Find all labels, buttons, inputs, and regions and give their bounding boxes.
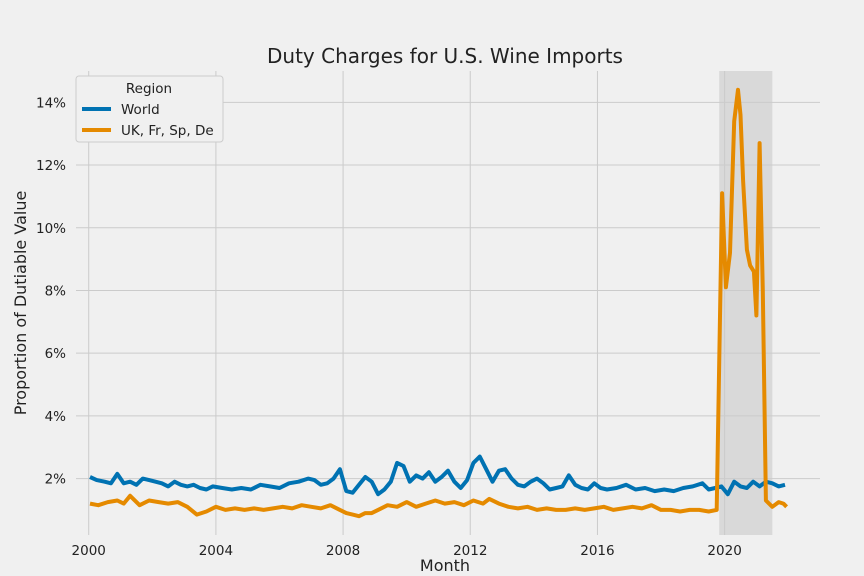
series-line-world <box>89 454 786 497</box>
x-axis-label: Month <box>420 556 470 575</box>
y-tick-label: 12% <box>36 158 66 174</box>
x-tick-label: 2008 <box>326 543 360 559</box>
y-tick-label: 4% <box>45 409 67 425</box>
x-tick-label: 2004 <box>199 543 233 559</box>
x-tick-label: 2000 <box>72 543 106 559</box>
y-tick-label: 10% <box>36 221 66 237</box>
y-tick-label: 14% <box>36 95 66 111</box>
chart-title: Duty Charges for U.S. Wine Imports <box>267 44 623 68</box>
series-layer <box>89 87 789 519</box>
y-tick-label: 8% <box>45 283 67 299</box>
x-tick-label: 2016 <box>580 543 614 559</box>
legend-box <box>75 75 224 143</box>
legend-title: Region <box>126 81 172 97</box>
legend-label-world: World <box>121 102 160 118</box>
y-axis-label: Proportion of Dutiable Value <box>11 191 30 416</box>
x-tick-label: 2020 <box>707 543 741 559</box>
y-tick-label: 6% <box>45 346 67 362</box>
legend-label-uk-fr-sp-de: UK, Fr, Sp, De <box>121 123 214 139</box>
y-tick-label: 2% <box>45 472 67 488</box>
legend: Region World UK, Fr, Sp, De <box>75 75 224 143</box>
tick-labels: 2000 2004 2008 2012 2016 2020 2% 4% 6% 8% 10% 12% 14… <box>36 95 742 559</box>
x-tick-label: 2012 <box>453 543 487 559</box>
series-line-uk-fr-sp-de <box>89 87 789 519</box>
